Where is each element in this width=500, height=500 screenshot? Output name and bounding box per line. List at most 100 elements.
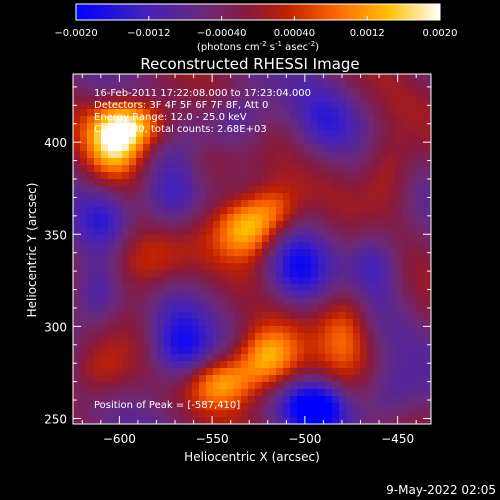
heatmap-cell bbox=[297, 242, 304, 249]
heatmap-cell bbox=[178, 200, 185, 207]
heatmap-cell bbox=[115, 256, 122, 263]
heatmap-cell bbox=[73, 291, 80, 298]
heatmap-cell bbox=[262, 375, 269, 382]
heatmap-cell bbox=[346, 291, 353, 298]
heatmap-cell bbox=[213, 361, 220, 368]
heatmap-cell bbox=[318, 116, 325, 123]
heatmap-cell bbox=[157, 242, 164, 249]
heatmap-cell bbox=[192, 403, 199, 410]
heatmap-cell bbox=[94, 102, 101, 109]
heatmap-cell bbox=[157, 130, 164, 137]
heatmap-cell bbox=[101, 151, 108, 158]
heatmap-cell bbox=[178, 88, 185, 95]
heatmap-cell bbox=[276, 291, 283, 298]
heatmap-cell bbox=[374, 88, 381, 95]
heatmap-cell bbox=[276, 102, 283, 109]
heatmap-cell bbox=[108, 151, 115, 158]
heatmap-cell bbox=[297, 333, 304, 340]
heatmap-cell bbox=[248, 382, 255, 389]
heatmap-cell bbox=[150, 368, 157, 375]
heatmap-cell bbox=[311, 284, 318, 291]
heatmap-cell bbox=[185, 81, 192, 88]
heatmap-cell bbox=[129, 228, 136, 235]
heatmap-cell bbox=[227, 123, 234, 130]
heatmap-cell bbox=[87, 116, 94, 123]
heatmap-cell bbox=[178, 242, 185, 249]
heatmap-cell bbox=[115, 382, 122, 389]
heatmap-cell bbox=[255, 354, 262, 361]
heatmap-cell bbox=[346, 375, 353, 382]
heatmap-cell bbox=[304, 326, 311, 333]
heatmap-cell bbox=[416, 270, 423, 277]
heatmap-cell bbox=[395, 200, 402, 207]
heatmap-cell bbox=[73, 116, 80, 123]
heatmap-cell bbox=[115, 235, 122, 242]
heatmap-cell bbox=[416, 249, 423, 256]
heatmap-cell bbox=[262, 319, 269, 326]
heatmap-cell bbox=[304, 319, 311, 326]
colorbar-unit-label: (photons cm-2 s-1 asec-2) bbox=[197, 40, 319, 53]
heatmap-cell bbox=[206, 326, 213, 333]
heatmap-cell bbox=[227, 179, 234, 186]
heatmap-cell bbox=[213, 410, 220, 417]
heatmap-cell bbox=[374, 417, 381, 424]
heatmap-cell bbox=[395, 116, 402, 123]
heatmap-cell bbox=[199, 130, 206, 137]
heatmap-cell bbox=[129, 326, 136, 333]
heatmap-cell bbox=[248, 235, 255, 242]
heatmap-cell bbox=[129, 319, 136, 326]
heatmap-cell bbox=[325, 382, 332, 389]
heatmap-cell bbox=[346, 256, 353, 263]
heatmap-cell bbox=[367, 228, 374, 235]
heatmap-cell bbox=[409, 144, 416, 151]
heatmap-cell bbox=[297, 249, 304, 256]
heatmap-cell bbox=[73, 193, 80, 200]
heatmap-cell bbox=[150, 235, 157, 242]
heatmap-cell bbox=[108, 179, 115, 186]
heatmap-cell bbox=[318, 326, 325, 333]
heatmap-cell bbox=[388, 340, 395, 347]
heatmap-cell bbox=[381, 186, 388, 193]
heatmap-cell bbox=[353, 102, 360, 109]
heatmap-cell bbox=[353, 88, 360, 95]
heatmap-cell bbox=[206, 319, 213, 326]
heatmap-cell bbox=[339, 123, 346, 130]
heatmap-cell bbox=[423, 179, 430, 186]
heatmap-cell bbox=[423, 242, 430, 249]
heatmap-cell bbox=[101, 361, 108, 368]
heatmap-cell bbox=[353, 256, 360, 263]
heatmap-cell bbox=[283, 305, 290, 312]
heatmap-cell bbox=[325, 291, 332, 298]
heatmap-cell bbox=[241, 137, 248, 144]
heatmap-cell bbox=[94, 186, 101, 193]
heatmap-cell bbox=[290, 116, 297, 123]
heatmap-cell bbox=[234, 235, 241, 242]
heatmap-cell bbox=[423, 305, 430, 312]
heatmap-cell bbox=[297, 228, 304, 235]
heatmap-cell bbox=[248, 193, 255, 200]
heatmap-cell bbox=[178, 172, 185, 179]
heatmap-cell bbox=[157, 333, 164, 340]
heatmap-cell bbox=[108, 375, 115, 382]
heatmap-cell bbox=[395, 249, 402, 256]
heatmap-cell bbox=[283, 354, 290, 361]
annotation-energy: Energy Range: 12.0 - 25.0 keV bbox=[94, 112, 247, 123]
heatmap-cell bbox=[290, 410, 297, 417]
heatmap-cell bbox=[115, 228, 122, 235]
heatmap-cell bbox=[108, 137, 115, 144]
heatmap-cell bbox=[136, 263, 143, 270]
heatmap-cell bbox=[122, 256, 129, 263]
heatmap-cell bbox=[297, 375, 304, 382]
heatmap-cell bbox=[290, 242, 297, 249]
heatmap-cell bbox=[150, 361, 157, 368]
heatmap-cell bbox=[108, 368, 115, 375]
heatmap-cell bbox=[150, 102, 157, 109]
heatmap-cell bbox=[164, 340, 171, 347]
heatmap-cell bbox=[234, 347, 241, 354]
heatmap-cell bbox=[171, 396, 178, 403]
heatmap-cell bbox=[290, 102, 297, 109]
heatmap-cell bbox=[185, 284, 192, 291]
heatmap-cell bbox=[227, 207, 234, 214]
heatmap-cell bbox=[143, 305, 150, 312]
heatmap-cell bbox=[164, 326, 171, 333]
